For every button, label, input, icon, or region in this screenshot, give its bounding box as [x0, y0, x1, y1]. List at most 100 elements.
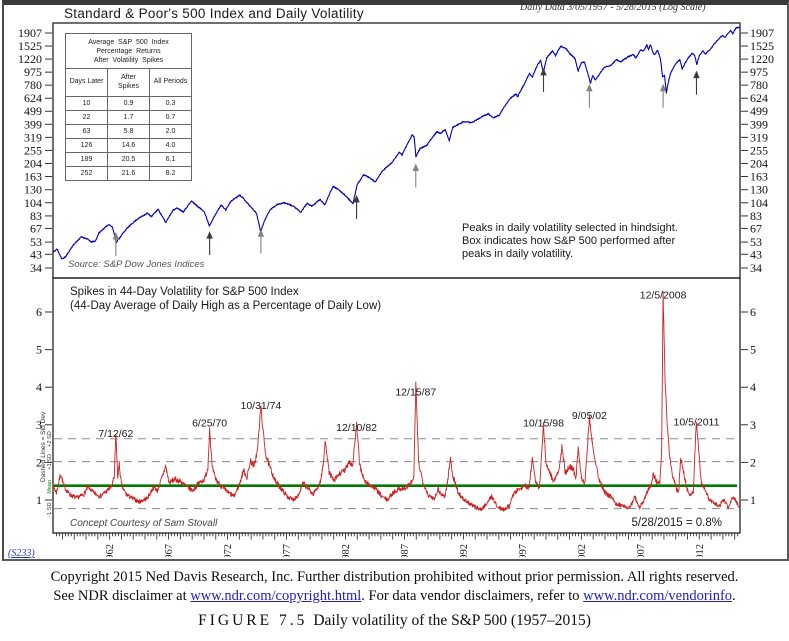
spike-arrow-head [659, 83, 667, 92]
y-axis-label: 43 [750, 247, 762, 261]
y-axis-label: 2 [36, 455, 42, 469]
spike-date-label: 12/5/2008 [640, 289, 687, 301]
spike-arrow-head [540, 67, 547, 76]
spike-arrow-head [412, 163, 419, 171]
y-axis-label: 624 [750, 91, 768, 105]
y-axis-label: 104 [24, 196, 42, 210]
figure-border [2, 0, 789, 561]
y-axis-label: 4 [750, 380, 756, 394]
spike-arrow [353, 194, 360, 219]
returns-table-cell: 252 [65, 166, 108, 181]
y-axis-label: 1220 [18, 52, 42, 66]
chart-title: Standard & Poor's 500 Index and Daily Vo… [64, 6, 364, 21]
y-axis-label: 163 [24, 170, 42, 184]
spike-arrow-head [206, 231, 213, 239]
copyright-link[interactable]: www.ndr.com/copyright.html [190, 588, 362, 604]
spike-arrow-head [586, 83, 593, 92]
returns-table-row: 126 14.6 4.0 [65, 138, 192, 153]
chart-code-link[interactable]: (S233) [8, 548, 35, 559]
returns-table-header: Days Later [65, 68, 108, 97]
y-axis-label: 163 [750, 170, 768, 184]
y-axis-label: 975 [24, 65, 42, 79]
returns-table-cell: 20.5 [107, 152, 150, 167]
spike-date-label: 12/15/87 [395, 386, 436, 398]
y-axis-label: 5 [750, 343, 756, 357]
y-axis-label: 34 [30, 261, 42, 275]
y-axis-label: 1 [36, 493, 42, 507]
figure-caption-text: Daily volatility of the S&P 500 (1957–20… [313, 612, 591, 629]
copyright-line-1: Copyright 2015 Ned Davis Research, Inc. … [50, 569, 739, 585]
sp500-line [52, 26, 741, 260]
x-axis-year-label: 1972 [223, 544, 234, 557]
x-axis-year-label: 1967 [164, 544, 175, 557]
returns-table: Average S&P 500 Index Percentage Returns A… [65, 33, 192, 181]
spike-date-label: 10/5/2011 [674, 417, 720, 429]
spike-arrow-head [257, 229, 265, 237]
returns-table-cell: 0.3 [149, 96, 192, 111]
vendorinfo-link[interactable]: www.ndr.com/vendorinfo [583, 588, 733, 604]
returns-table-cell: 189 [65, 152, 108, 167]
y-axis-label: 204 [750, 156, 768, 170]
copyright-line-2-pre: See NDR disclaimer at [53, 588, 191, 604]
y-axis-label: 499 [750, 104, 768, 118]
y-axis-label: 624 [24, 91, 42, 105]
returns-table-title: Average S&P 500 Index Percentage Returns A… [65, 33, 192, 69]
volatility-panel-title: Spikes in 44-Day Volatility for S&P 500 … [70, 286, 299, 298]
source-note: Source: S&P Dow Jones Indices [68, 259, 205, 270]
returns-table-cell: 4.0 [149, 138, 192, 153]
sd-label: +2 SD [47, 431, 53, 446]
x-axis-year-label: 1987 [400, 544, 411, 557]
sd-label: -1 SD [47, 503, 53, 517]
returns-table-cell: 0.9 [107, 96, 150, 111]
y-axis-title: Dashed Lines = Std Dev [40, 411, 47, 482]
y-axis-label: 130 [24, 183, 42, 197]
x-axis-year-label: 1997 [518, 544, 529, 557]
volatility-line [52, 290, 741, 512]
spike-arrow-head [693, 70, 700, 79]
spike-arrow [206, 231, 213, 256]
y-axis-label: 130 [750, 183, 768, 197]
y-axis-label: 204 [24, 156, 42, 170]
spike-date-label: 12/10/82 [336, 422, 377, 434]
returns-table-cell: 14.6 [107, 138, 150, 153]
spike-arrow-head [353, 194, 360, 203]
hindsight-annotation-line: Box indicates how S&P 500 performed afte… [462, 235, 676, 248]
returns-table-cell: 126 [65, 138, 108, 153]
x-axis-year-label: 1962 [105, 544, 116, 557]
y-axis-label: 255 [750, 143, 768, 157]
y-axis-label: 1 [750, 493, 756, 507]
y-axis-label: 67 [30, 221, 42, 235]
y-axis-label: 1907 [750, 26, 774, 40]
returns-table-cell: 1.7 [107, 110, 150, 125]
y-axis-label: 83 [750, 209, 762, 223]
x-axis-year-label: 1982 [341, 544, 352, 557]
y-axis-label: 104 [750, 196, 768, 210]
spike-date-label: 7/12/62 [98, 428, 133, 440]
y-axis-label: 6 [36, 305, 42, 319]
spike-date-label: 10/15/98 [523, 418, 564, 430]
bottom-panel-frame [52, 277, 741, 534]
y-axis-label: 975 [750, 65, 768, 79]
y-axis-label: 2 [750, 455, 756, 469]
spike-arrow [693, 70, 700, 95]
x-axis-year-label: 2002 [577, 544, 588, 557]
returns-table-cell: 8.2 [149, 166, 192, 181]
hindsight-annotation: Peaks in daily volatility selected in hi… [462, 222, 678, 262]
hindsight-annotation-line: Peaks in daily volatility selected in hi… [462, 222, 678, 234]
copyright-line-2: See NDR disclaimer at www.ndr.com/copyri… [0, 588, 789, 605]
hindsight-annotation-line: peaks in daily volatility. [462, 248, 574, 261]
spike-arrow [112, 232, 120, 257]
y-axis-label: 399 [24, 117, 42, 131]
figure-caption-label: FIGURE 7.5 [198, 612, 308, 629]
returns-table-cell: 21.6 [107, 166, 150, 181]
returns-table-row: 63 5.8 2.0 [65, 124, 192, 139]
chart-subtitle-daily-data: Daily Data 3/05/1957 - 5/28/2015 (Log Sc… [520, 2, 706, 13]
y-axis-label: 319 [24, 130, 42, 144]
returns-table-row: 252 21.6 8.2 [65, 166, 192, 181]
y-axis-label: 319 [750, 130, 768, 144]
y-axis-label: 67 [750, 221, 762, 235]
sd-label: Mean [47, 480, 53, 494]
returns-table-row: 189 20.5 6.1 [65, 152, 192, 167]
